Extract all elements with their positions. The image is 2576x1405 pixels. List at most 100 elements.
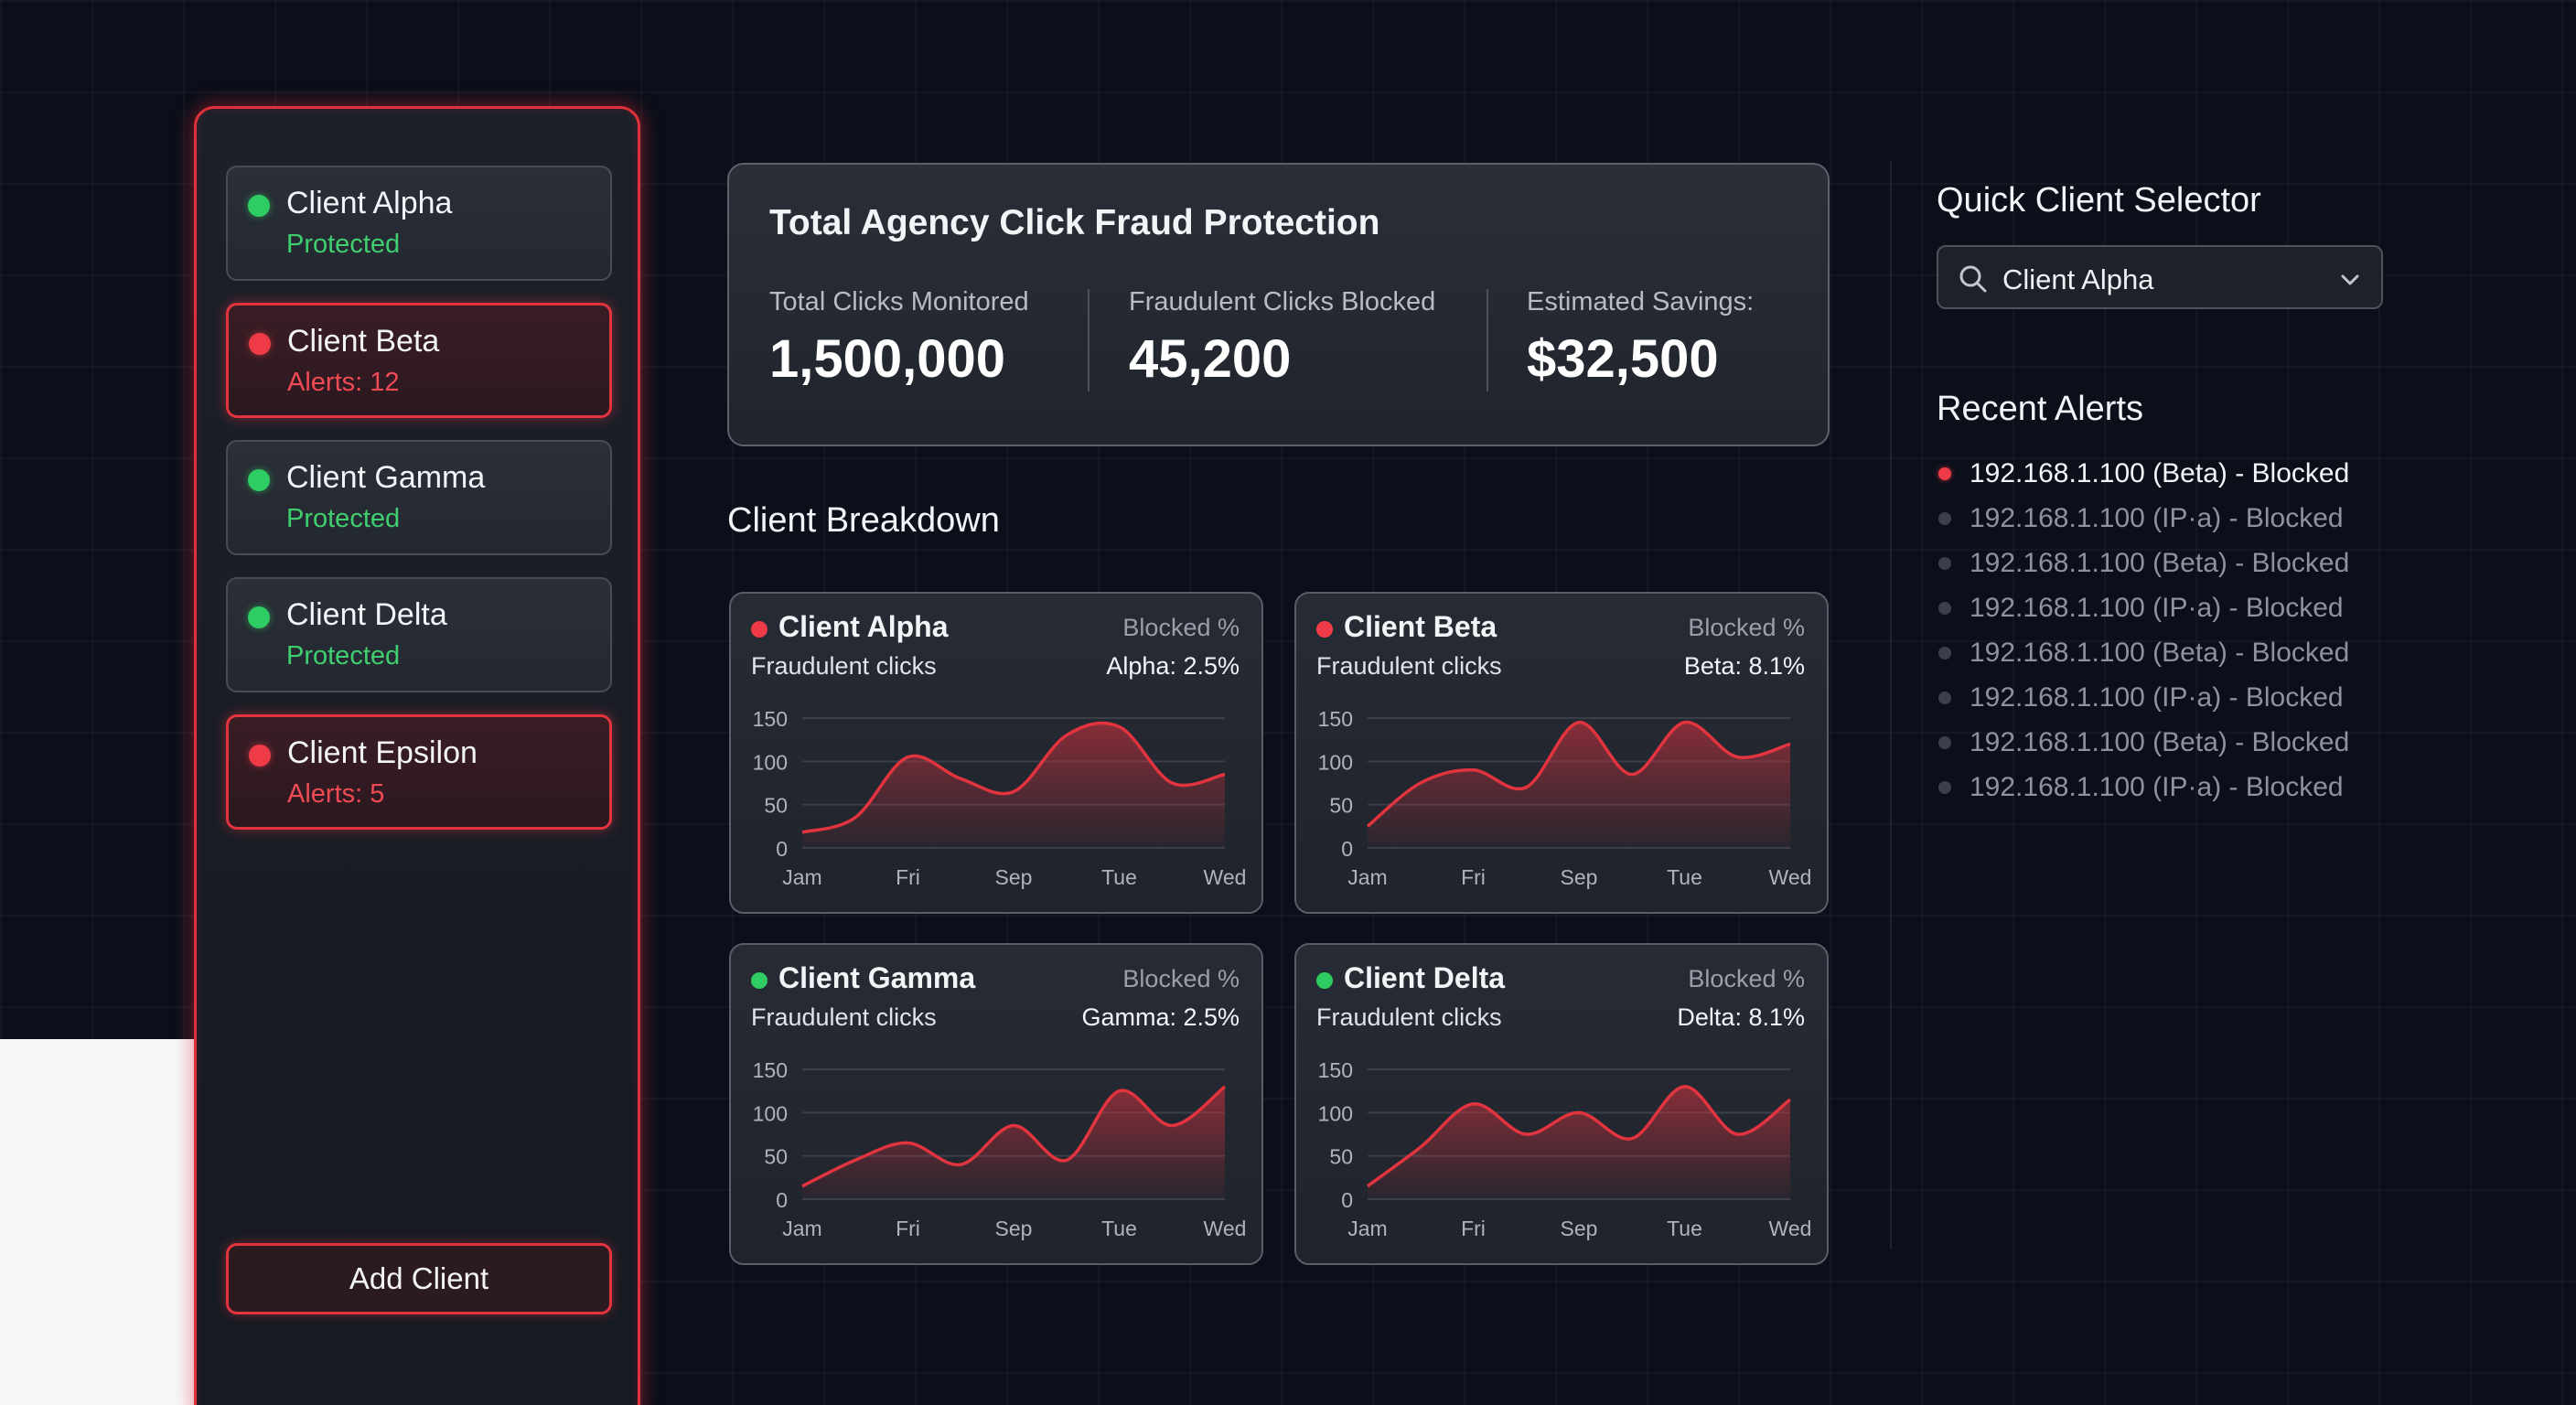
chart-card-delta[interactable]: Client Delta Blocked % Fraudulent clicks… <box>1294 943 1829 1265</box>
x-tick-label: Fri <box>1461 1217 1486 1240</box>
recent-alerts-title: Recent Alerts <box>1937 390 2143 428</box>
area-chart: 0 50 100 150 Jam Fri Sep Tue Wed <box>753 1058 1247 1240</box>
chart-subtitle: Fraudulent clicks <box>1316 1003 1502 1031</box>
chart-subtitle: Fraudulent clicks <box>751 652 937 680</box>
area-fill <box>802 1086 1225 1199</box>
alert-dot <box>1938 602 1951 615</box>
metric-divider <box>1487 289 1488 391</box>
chart-card-alpha[interactable]: Client Alpha Blocked % Fraudulent clicks… <box>729 592 1263 914</box>
x-tick-label: Sep <box>995 865 1033 889</box>
y-tick-label: 150 <box>1318 707 1353 731</box>
client-status: Alerts: 5 <box>287 779 385 809</box>
chart-card-gamma[interactable]: Client Gamma Blocked % Fraudulent clicks… <box>729 943 1263 1265</box>
x-tick-label: Jam <box>1347 1217 1387 1240</box>
y-tick-label: 150 <box>753 707 788 731</box>
metric-savings: Estimated Savings: $32,500 <box>1527 287 1754 390</box>
alert-item[interactable]: 192.168.1.100 (IP·a) - Blocked <box>1937 590 2349 635</box>
y-tick-label: 100 <box>1318 750 1353 774</box>
client-status: Protected <box>286 641 401 670</box>
status-dot <box>1316 972 1333 989</box>
alert-dot <box>1938 781 1951 794</box>
recent-alerts-list: 192.168.1.100 (Beta) - Blocked 192.168.1… <box>1937 456 2349 814</box>
area-chart: 0 50 100 150 Jam Fri Sep Tue Wed <box>1318 707 1812 889</box>
metric-total-clicks: Total Clicks Monitored 1,500,000 <box>769 287 1029 390</box>
y-tick-label: 100 <box>753 750 788 774</box>
y-tick-label: 100 <box>1318 1101 1353 1125</box>
y-tick-label: 100 <box>753 1101 788 1125</box>
alert-item[interactable]: 192.168.1.100 (Beta) - Blocked <box>1937 456 2349 500</box>
summary-panel: Total Agency Click Fraud Protection Tota… <box>727 163 1830 446</box>
x-tick-label: Tue <box>1667 1217 1702 1240</box>
client-card-epsilon[interactable]: Client Epsilon Alerts: 5 <box>226 714 612 830</box>
client-status: Alerts: 12 <box>287 368 400 397</box>
alert-dot <box>1938 467 1951 480</box>
add-client-button[interactable]: Add Client <box>226 1243 612 1314</box>
metric-label: Fraudulent Clicks Blocked <box>1129 287 1436 316</box>
client-card-beta[interactable]: Client Beta Alerts: 12 <box>226 303 612 418</box>
x-tick-label: Wed <box>1204 1217 1247 1240</box>
y-tick-label: 0 <box>776 837 788 861</box>
chart-subtitle: Fraudulent clicks <box>1316 652 1502 680</box>
client-breakdown-title: Client Breakdown <box>727 501 1000 540</box>
chevron-down-icon <box>2341 274 2359 285</box>
chart-card-beta[interactable]: Client Beta Blocked % Fraudulent clicks … <box>1294 592 1829 914</box>
x-tick-label: Jam <box>1347 865 1387 889</box>
alert-text: 192.168.1.100 (Beta) - Blocked <box>1970 727 2350 757</box>
x-tick-label: Wed <box>1769 1217 1812 1240</box>
y-tick-label: 50 <box>764 1145 788 1169</box>
blocked-label: Blocked % <box>1688 614 1805 641</box>
alert-item[interactable]: 192.168.1.100 (Beta) - Blocked <box>1937 545 2349 590</box>
metric-fraud-blocked: Fraudulent Clicks Blocked 45,200 <box>1129 287 1435 390</box>
alert-item[interactable]: 192.168.1.100 (Beta) - Blocked <box>1937 635 2349 680</box>
chart-title: Client Gamma <box>778 961 976 994</box>
alert-text: 192.168.1.100 (Beta) - Blocked <box>1970 458 2350 488</box>
x-tick-label: Jam <box>782 865 821 889</box>
selected-client: Client Alpha <box>2002 263 2154 295</box>
area-fill <box>802 723 1225 848</box>
area-chart: 0 50 100 150 Jam Fri Sep Tue Wed <box>1318 1058 1812 1240</box>
area-chart: 0 50 100 150 Jam Fri Sep Tue Wed <box>753 707 1247 889</box>
y-tick-label: 50 <box>1329 794 1353 818</box>
client-select-dropdown[interactable]: Client Alpha <box>1937 245 2383 309</box>
metric-value: 1,500,000 <box>769 329 1006 389</box>
column-divider <box>1890 161 1892 1249</box>
blocked-pct: Delta: 8.1% <box>1677 1003 1805 1031</box>
chart-title: Client Beta <box>1344 610 1497 643</box>
client-card-gamma[interactable]: Client Gamma Protected <box>226 440 612 555</box>
alert-dot <box>1938 736 1951 749</box>
alert-item[interactable]: 192.168.1.100 (IP·a) - Blocked <box>1937 500 2349 545</box>
area-fill <box>1368 1086 1790 1199</box>
y-tick-label: 50 <box>764 794 788 818</box>
metric-label: Total Clicks Monitored <box>769 287 1029 316</box>
blocked-label: Blocked % <box>1122 965 1240 992</box>
chart-title: Client Alpha <box>778 610 949 643</box>
y-tick-label: 150 <box>1318 1058 1353 1082</box>
status-dot <box>248 469 270 491</box>
area-fill <box>1368 722 1790 848</box>
status-dot <box>751 621 767 638</box>
blocked-pct: Beta: 8.1% <box>1683 652 1805 680</box>
metric-value: 45,200 <box>1129 329 1292 389</box>
blocked-label: Blocked % <box>1122 614 1240 641</box>
client-status: Protected <box>286 230 401 259</box>
alert-item[interactable]: 192.168.1.100 (IP·a) - Blocked <box>1937 680 2349 724</box>
status-dot <box>248 606 270 628</box>
alert-item[interactable]: 192.168.1.100 (Beta) - Blocked <box>1937 724 2349 769</box>
x-tick-label: Fri <box>896 1217 920 1240</box>
summary-title: Total Agency Click Fraud Protection <box>769 203 1380 242</box>
x-tick-label: Wed <box>1769 865 1812 889</box>
y-tick-label: 0 <box>1341 837 1353 861</box>
x-tick-label: Sep <box>1561 865 1598 889</box>
client-status: Protected <box>286 504 401 533</box>
client-card-delta[interactable]: Client Delta Protected <box>226 577 612 692</box>
series-line <box>801 1085 1227 1188</box>
alert-text: 192.168.1.100 (IP·a) - Blocked <box>1970 593 2344 623</box>
alert-text: 192.168.1.100 (IP·a) - Blocked <box>1970 503 2344 533</box>
x-tick-label: Sep <box>1561 1217 1598 1240</box>
alert-text: 192.168.1.100 (IP·a) - Blocked <box>1970 682 2344 713</box>
client-sidebar: Client Alpha Protected Client Beta Alert… <box>194 106 640 1405</box>
x-tick-label: Fri <box>896 865 920 889</box>
client-card-alpha[interactable]: Client Alpha Protected <box>226 166 612 281</box>
chart-title: Client Delta <box>1344 961 1506 994</box>
alert-item[interactable]: 192.168.1.100 (IP·a) - Blocked <box>1937 769 2349 814</box>
